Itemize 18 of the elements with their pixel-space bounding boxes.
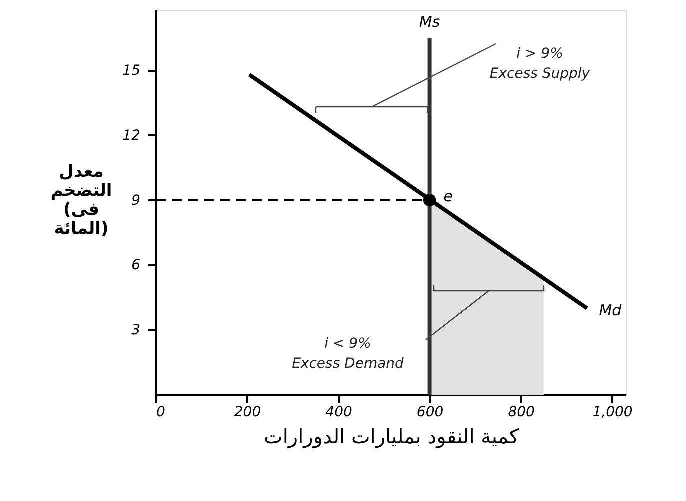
y-tick-label: 3 [132,322,140,339]
y-tick-label: 12 [122,128,141,144]
x-tick-label: 400 [326,404,352,420]
annotation: i < 9% Excess Demand [292,336,404,372]
series-label: Ms [419,13,440,32]
x-axis-title: كمية النقود بمليارات الدورارات [264,424,520,448]
y-tick-label: 15 [122,63,141,80]
series-label: Md [599,301,622,320]
series-label: e [444,187,454,206]
annotation: i > 9% Excess Supply [490,46,591,82]
y-tick-label: 6 [132,258,141,274]
y-tick-label: 9 [132,192,141,209]
x-tick-label: 0 [156,404,166,420]
x-tick-label: 800 [508,404,535,420]
x-tick-label: 600 [416,404,444,420]
x-tick-label: 200 [234,404,262,420]
y-axis-title: معدل التضخم (فى المائة) [50,162,112,240]
x-tick-label: 1,000 [592,404,633,420]
